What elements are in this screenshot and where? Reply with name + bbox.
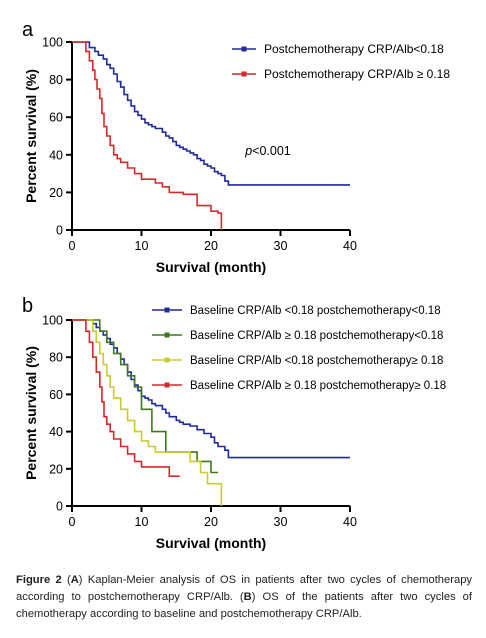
legend-marker-3 [164,357,170,363]
figure-caption: Figure 2 (A) Kaplan-Meier analysis of OS… [16,572,472,623]
caption-figure-label: Figure 2 [16,574,62,586]
legend-marker-2 [241,71,247,77]
x-tick-label: 30 [274,515,288,529]
y-tick-label: 0 [56,500,63,514]
series-line-1 [72,319,350,459]
x-tick-label: 30 [274,239,288,253]
chart-panel-b: b 0 10 20 30 40 0 20 40 60 80 100 Survival (month) Pe… [22,295,446,551]
x-tick-label: 20 [204,239,218,253]
y-tick-label: 100 [42,36,63,50]
y-tick-label: 60 [49,388,63,402]
series-line-4 [72,319,180,477]
caption-text-3: ) OS of the patients after two cycles of… [16,591,472,620]
x-axis-title: Survival (month) [156,535,266,551]
y-tick-label: 60 [49,111,63,125]
y-tick-label: 20 [49,186,63,200]
y-tick-label: 40 [49,425,63,439]
y-axis-title: Percent survival (%) [23,69,39,203]
series-line-1 [72,41,350,186]
legend-marker-2 [164,332,170,338]
series-line-2 [72,319,218,474]
caption-text-1: ( [61,574,71,586]
x-tick-label: 40 [343,239,357,253]
legend-marker-1 [241,46,247,52]
x-tick-label: 0 [69,515,76,529]
caption-text-2: ) Kaplan-Meier analysis of OS in patient… [16,574,473,603]
y-tick-label: 100 [42,314,63,328]
series-line-3 [72,319,223,506]
panel-label-b: b [22,295,33,317]
x-tick-label: 0 [69,239,76,253]
x-tick-label: 40 [343,515,357,529]
panel-label-a: a [22,19,34,41]
y-tick-label: 20 [49,462,63,476]
legend-marker-4 [164,382,170,388]
y-axis-title: Percent survival (%) [23,346,39,480]
legend-label-3: Baseline CRP/Alb <0.18 postchemotherapy≥… [190,355,443,367]
x-tick-label: 10 [135,515,149,529]
y-tick-label: 80 [49,73,63,87]
caption-label-a: A [70,574,79,586]
y-tick-label: 0 [56,224,63,238]
x-tick-label: 10 [135,239,149,253]
series-line-2 [72,41,223,230]
legend-label-2: Baseline CRP/Alb ≥ 0.18 postchemotherapy… [190,330,443,342]
legend-label-4: Baseline CRP/Alb ≥ 0.18 postchemotherapy… [190,380,446,392]
caption-label-b: B [243,591,252,603]
y-tick-label: 80 [49,351,63,365]
x-axis-title: Survival (month) [156,259,266,275]
p-value-annotation: p<0.001 [244,144,291,158]
legend-label-1: Postchemotherapy CRP/Alb<0.18 [264,42,444,56]
legend-label-1: Baseline CRP/Alb <0.18 postchemotherapy<… [190,305,441,317]
chart-panel-a: a 0 10 20 30 40 0 20 40 60 80 100 Survival (month) Pe… [22,19,450,275]
y-tick-label: 40 [49,148,63,162]
x-tick-label: 20 [204,515,218,529]
legend-label-2: Postchemotherapy CRP/Alb ≥ 0.18 [264,67,450,81]
legend-marker-1 [164,307,170,313]
